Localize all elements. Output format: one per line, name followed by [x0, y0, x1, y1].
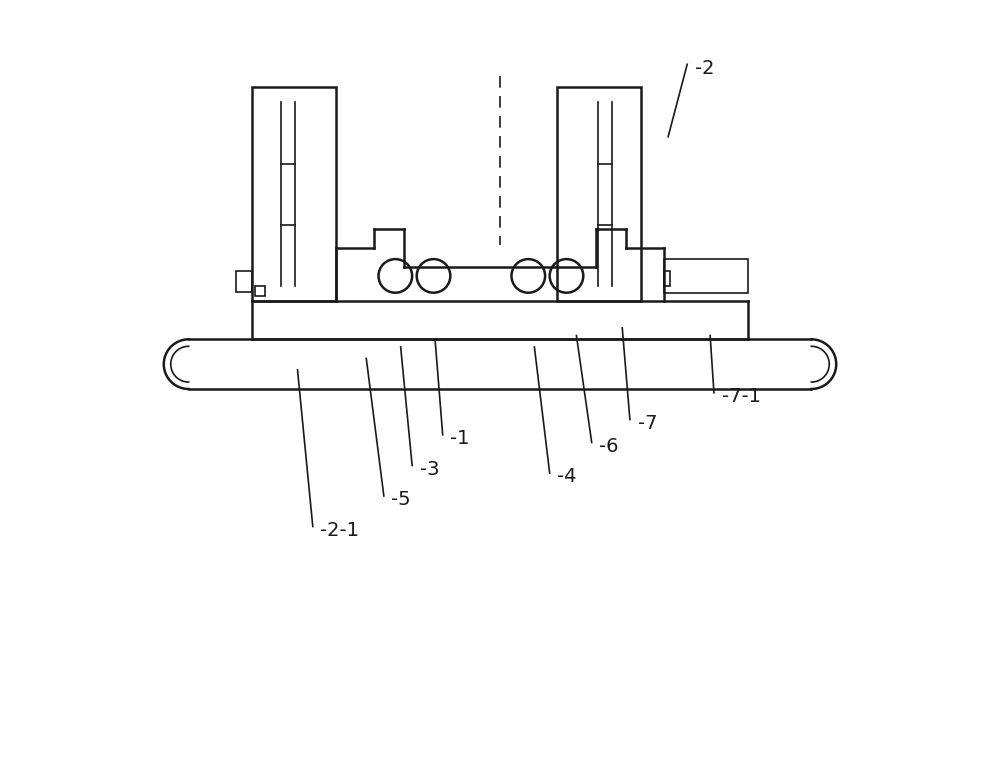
Text: -7-1: -7-1 [722, 387, 761, 406]
Bar [557, 87, 641, 301]
Text: -3: -3 [420, 460, 439, 478]
Bar [252, 87, 336, 301]
Text: -6: -6 [599, 436, 619, 456]
Text: -2: -2 [695, 58, 714, 78]
Text: -4: -4 [557, 468, 577, 486]
Bar [236, 271, 252, 292]
Bar [664, 271, 670, 286]
Bar [255, 286, 265, 296]
Text: -2-1: -2-1 [320, 520, 359, 540]
Bar [664, 259, 748, 293]
Text: -7: -7 [638, 414, 657, 433]
Text: -5: -5 [391, 490, 411, 510]
Text: -1: -1 [450, 429, 470, 448]
